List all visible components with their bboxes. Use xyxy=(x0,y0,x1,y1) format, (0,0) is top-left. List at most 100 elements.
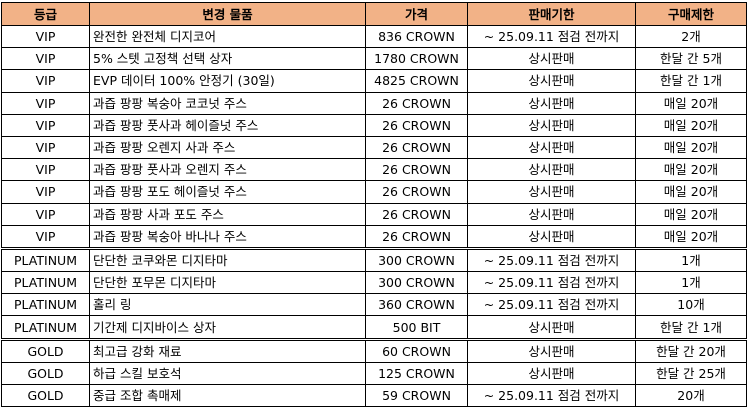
table-row: VIP 과즙 팡팡 포도 헤이즐넛 주스 26 CROWN 상시판매 매일 20개 xyxy=(1,180,747,204)
header-purchase-limit: 구매제한 xyxy=(635,2,747,26)
cell-purchase-limit: 매일 20개 xyxy=(635,91,747,115)
cell-item: 완전한 완전체 디지코어 xyxy=(89,24,366,49)
cell-purchase-limit: 한달 간 25개 xyxy=(635,361,747,386)
cell-purchase-limit: 매일 20개 xyxy=(635,180,747,204)
cell-purchase-limit: 20개 xyxy=(635,383,747,408)
cell-price: 1780 CROWN xyxy=(365,47,468,71)
cell-item: 과즙 팡팡 복숭아 바나나 주스 xyxy=(89,224,366,249)
cell-sale-period: 상시판매 xyxy=(467,337,636,363)
cell-price: 300 CROWN xyxy=(365,246,468,273)
cell-sale-period: 상시판매 xyxy=(467,69,636,93)
cell-sale-period: ~ 25.09.11 점검 전까지 xyxy=(467,271,636,295)
cell-grade: VIP xyxy=(1,158,90,182)
cell-grade: VIP xyxy=(1,47,90,71)
table-row: VIP 과즙 팡팡 풋사과 헤이즐넛 주스 26 CROWN 상시판매 매일 20개 xyxy=(1,113,747,137)
cell-grade: VIP xyxy=(1,24,90,49)
cell-purchase-limit: 한달 간 1개 xyxy=(635,69,747,93)
cell-grade: GOLD xyxy=(1,337,90,363)
cell-grade: VIP xyxy=(1,180,90,204)
cell-purchase-limit: 1개 xyxy=(635,271,747,295)
cell-grade: PLATINUM xyxy=(1,315,90,340)
table-row: GOLD 중급 조합 촉매제 59 CROWN ~ 25.09.11 점검 전까지 20… xyxy=(1,383,747,408)
cell-purchase-limit: 한달 간 20개 xyxy=(635,337,747,363)
cell-price: 4825 CROWN xyxy=(365,69,468,93)
cell-price: 59 CROWN xyxy=(365,383,468,408)
cell-sale-period: 상시판매 xyxy=(467,91,636,115)
cell-purchase-limit: 매일 20개 xyxy=(635,202,747,226)
table-row: PLATINUM 단단한 코쿠와몬 디지타마 300 CROWN ~ 25.09.11… xyxy=(1,246,747,273)
table-row: VIP 5% 스텟 고정책 선택 상자 1780 CROWN 상시판매 한달 간 5개 xyxy=(1,47,747,71)
cell-purchase-limit: 한달 간 5개 xyxy=(635,47,747,71)
cell-grade: GOLD xyxy=(1,383,90,408)
cell-sale-period: ~ 25.09.11 점검 전까지 xyxy=(467,246,636,273)
cell-sale-period: ~ 25.09.11 점검 전까지 xyxy=(467,24,636,49)
cell-sale-period: ~ 25.09.11 점검 전까지 xyxy=(467,383,636,408)
cell-sale-period: 상시판매 xyxy=(467,224,636,249)
cell-grade: PLATINUM xyxy=(1,293,90,317)
table-row: VIP 과즙 팡팡 오렌지 사과 주스 26 CROWN 상시판매 매일 20개 xyxy=(1,135,747,160)
cell-sale-period: 상시판매 xyxy=(467,180,636,204)
cell-item: 과즙 팡팡 포도 헤이즐넛 주스 xyxy=(89,180,366,204)
table-row: VIP 과즙 팡팡 풋사과 오렌지 주스 26 CROWN 상시판매 매일 20개 xyxy=(1,158,747,182)
cell-price: 26 CROWN xyxy=(365,135,468,160)
cell-price: 26 CROWN xyxy=(365,91,468,115)
cell-item: 과즙 팡팡 풋사과 헤이즐넛 주스 xyxy=(89,113,366,137)
cell-price: 26 CROWN xyxy=(365,180,468,204)
table-header-row: 등급 변경 물품 가격 판매기한 구매제한 xyxy=(1,2,747,26)
cell-item: 중급 조합 촉매제 xyxy=(89,383,366,408)
cell-item: 과즙 팡팡 풋사과 오렌지 주스 xyxy=(89,158,366,182)
cell-grade: PLATINUM xyxy=(1,271,90,295)
cell-item: 5% 스텟 고정책 선택 상자 xyxy=(89,47,366,71)
header-sale-period: 판매기한 xyxy=(467,2,636,26)
table-row: VIP 완전한 완전체 디지코어 836 CROWN ~ 25.09.11 점검 전까… xyxy=(1,24,747,49)
cell-purchase-limit: 2개 xyxy=(635,24,747,49)
table-row: GOLD 최고급 강화 재료 60 CROWN 상시판매 한달 간 20개 xyxy=(1,337,747,363)
cell-item: 기간제 디지바이스 상자 xyxy=(89,315,366,340)
cell-price: 300 CROWN xyxy=(365,271,468,295)
cell-grade: PLATINUM xyxy=(1,246,90,273)
cell-sale-period: 상시판매 xyxy=(467,47,636,71)
table-body: VIP 완전한 완전체 디지코어 836 CROWN ~ 25.09.11 점검 전까… xyxy=(1,24,747,408)
cell-sale-period: 상시판매 xyxy=(467,361,636,386)
cell-price: 500 BIT xyxy=(365,315,468,340)
table-row: VIP 과즙 팡팡 사과 포도 주스 26 CROWN 상시판매 매일 20개 xyxy=(1,202,747,226)
cell-item: 최고급 강화 재료 xyxy=(89,337,366,363)
cell-price: 26 CROWN xyxy=(365,113,468,137)
cell-grade: VIP xyxy=(1,113,90,137)
cell-grade: VIP xyxy=(1,91,90,115)
cell-purchase-limit: 매일 20개 xyxy=(635,158,747,182)
cell-price: 26 CROWN xyxy=(365,158,468,182)
table-row: GOLD 하급 스킬 보호석 125 CROWN 상시판매 한달 간 25개 xyxy=(1,361,747,386)
cell-sale-period: 상시판매 xyxy=(467,135,636,160)
cell-grade: GOLD xyxy=(1,361,90,386)
cell-item: 하급 스킬 보호석 xyxy=(89,361,366,386)
cell-purchase-limit: 1개 xyxy=(635,246,747,273)
table-row: VIP 과즙 팡팡 복숭아 바나나 주스 26 CROWN 상시판매 매일 20개 xyxy=(1,224,747,249)
cell-grade: VIP xyxy=(1,224,90,249)
cell-price: 60 CROWN xyxy=(365,337,468,363)
cell-purchase-limit: 매일 20개 xyxy=(635,135,747,160)
cell-sale-period: 상시판매 xyxy=(467,315,636,340)
cell-item: 과즙 팡팡 사과 포도 주스 xyxy=(89,202,366,226)
table-row: VIP 과즙 팡팡 복숭아 코코넛 주스 26 CROWN 상시판매 매일 20개 xyxy=(1,91,747,115)
cell-item: 홀리 링 xyxy=(89,293,366,317)
table-row: PLATINUM 홀리 링 360 CROWN ~ 25.09.11 점검 전까지 10… xyxy=(1,293,747,317)
cell-price: 360 CROWN xyxy=(365,293,468,317)
cell-purchase-limit: 10개 xyxy=(635,293,747,317)
cell-item: 단단한 코쿠와몬 디지타마 xyxy=(89,246,366,273)
table-row: PLATINUM 기간제 디지바이스 상자 500 BIT 상시판매 한달 간 1개 xyxy=(1,315,747,340)
table-row: VIP EVP 데이터 100% 안정기 (30일) 4825 CROWN 상시판매 한… xyxy=(1,69,747,93)
cell-grade: VIP xyxy=(1,69,90,93)
cell-sale-period: 상시판매 xyxy=(467,158,636,182)
cell-price: 125 CROWN xyxy=(365,361,468,386)
cell-sale-period: 상시판매 xyxy=(467,202,636,226)
cell-purchase-limit: 매일 20개 xyxy=(635,113,747,137)
cell-purchase-limit: 매일 20개 xyxy=(635,224,747,249)
cell-price: 836 CROWN xyxy=(365,24,468,49)
cell-item: 과즙 팡팡 오렌지 사과 주스 xyxy=(89,135,366,160)
cell-sale-period: 상시판매 xyxy=(467,113,636,137)
cell-price: 26 CROWN xyxy=(365,224,468,249)
cell-item: 과즙 팡팡 복숭아 코코넛 주스 xyxy=(89,91,366,115)
header-item: 변경 물품 xyxy=(89,2,366,26)
